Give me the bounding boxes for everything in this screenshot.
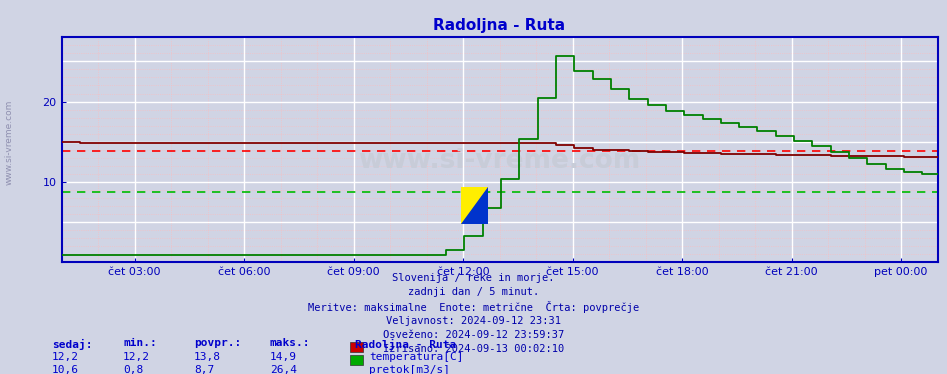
Text: Veljavnost: 2024-09-12 23:31: Veljavnost: 2024-09-12 23:31 [386, 316, 561, 326]
Polygon shape [461, 187, 488, 224]
Text: min.:: min.: [123, 338, 157, 349]
Text: Radoljna - Ruta: Radoljna - Ruta [355, 338, 456, 349]
Text: 0,8: 0,8 [123, 365, 143, 374]
Text: Osveženo: 2024-09-12 23:59:37: Osveženo: 2024-09-12 23:59:37 [383, 330, 564, 340]
Text: temperatura[C]: temperatura[C] [369, 352, 464, 362]
Polygon shape [461, 187, 488, 224]
Text: 14,9: 14,9 [270, 352, 297, 362]
Text: povpr.:: povpr.: [194, 338, 241, 349]
Text: 12,2: 12,2 [123, 352, 151, 362]
Title: Radoljna - Ruta: Radoljna - Ruta [434, 18, 565, 33]
Text: zadnji dan / 5 minut.: zadnji dan / 5 minut. [408, 287, 539, 297]
Text: maks.:: maks.: [270, 338, 311, 349]
Text: Meritve: maksimalne  Enote: metrične  Črta: povprečje: Meritve: maksimalne Enote: metrične Črta… [308, 301, 639, 313]
Text: sedaj:: sedaj: [52, 338, 93, 349]
Text: 8,7: 8,7 [194, 365, 214, 374]
Text: www.si-vreme.com: www.si-vreme.com [5, 99, 14, 185]
Text: 13,8: 13,8 [194, 352, 222, 362]
Text: pretok[m3/s]: pretok[m3/s] [369, 365, 451, 374]
Text: Izrisano: 2024-09-13 00:02:10: Izrisano: 2024-09-13 00:02:10 [383, 344, 564, 354]
Text: Slovenija / reke in morje.: Slovenija / reke in morje. [392, 273, 555, 283]
Text: 10,6: 10,6 [52, 365, 80, 374]
Text: 12,2: 12,2 [52, 352, 80, 362]
Text: 26,4: 26,4 [270, 365, 297, 374]
Text: www.si-vreme.com: www.si-vreme.com [358, 148, 641, 174]
